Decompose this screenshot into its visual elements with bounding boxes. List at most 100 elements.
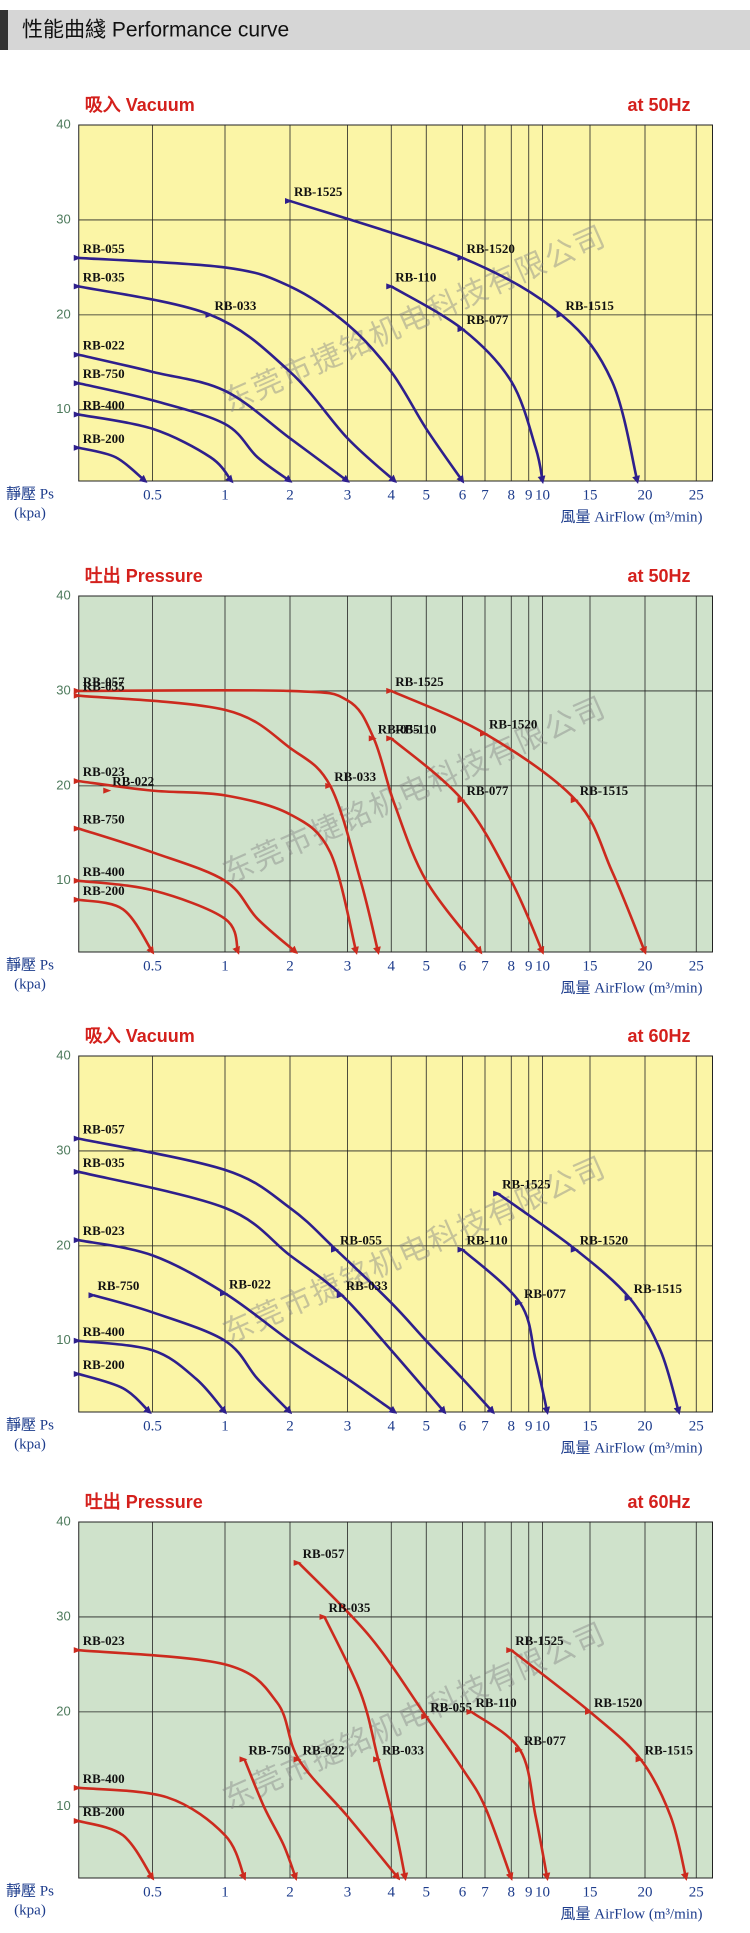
y-axis-unit: (kpa) [14, 1902, 46, 1918]
x-tick-label: 9 [525, 487, 533, 503]
point-label: RB-035 [329, 1600, 371, 1615]
curve [78, 1137, 495, 1415]
point-label: RB-750 [98, 1278, 140, 1293]
curve [470, 1710, 551, 1881]
point-marker [73, 1237, 82, 1244]
point-marker [73, 254, 82, 261]
point-marker [293, 1559, 302, 1566]
chart-frequency: at 50Hz [627, 566, 690, 586]
x-tick-label: 4 [388, 487, 396, 503]
point-label: RB-1525 [294, 184, 343, 199]
curve [78, 779, 359, 955]
point-label: RB-1515 [566, 298, 615, 313]
point-label: RB-1515 [634, 1281, 683, 1296]
point-marker [624, 1295, 633, 1302]
point-label: RB-400 [83, 398, 125, 413]
x-tick-label: 10 [535, 487, 550, 503]
y-axis-label: 靜壓 Ps [6, 1416, 54, 1433]
y-tick-label: 20 [56, 306, 70, 321]
x-tick-label: 1 [221, 487, 229, 503]
point-marker [73, 687, 82, 694]
y-tick-label: 10 [56, 872, 70, 887]
point-label: RB-035 [83, 1155, 125, 1170]
x-tick-label: 8 [508, 1884, 516, 1900]
curve [78, 381, 293, 483]
x-tick-label: 7 [481, 487, 489, 503]
x-tick-label: 4 [388, 958, 396, 974]
x-tick-label: 15 [583, 958, 598, 974]
point-label: RB-077 [524, 1733, 566, 1748]
x-tick-label: 15 [583, 1418, 598, 1434]
point-label: RB-022 [83, 338, 125, 353]
curve [461, 1248, 551, 1415]
point-label: RB-057 [303, 1546, 345, 1561]
y-tick-label: 20 [56, 777, 70, 792]
y-axis-unit: (kpa) [14, 976, 46, 992]
curve [78, 353, 350, 483]
point-marker [373, 1756, 382, 1763]
point-marker [73, 692, 82, 699]
point-label: RB-023 [83, 764, 125, 779]
y-axis-unit: (kpa) [14, 505, 46, 521]
x-tick-label: 1 [221, 1418, 229, 1434]
x-tick-label: 2 [286, 1884, 294, 1900]
point-label: RB-077 [524, 1286, 566, 1301]
point-marker [73, 1371, 82, 1378]
point-marker [386, 283, 395, 290]
point-marker [570, 1246, 579, 1253]
x-tick-label: 3 [344, 487, 352, 503]
y-tick-label: 30 [56, 211, 70, 226]
point-label: RB-055 [430, 1700, 472, 1715]
x-tick-label: 25 [689, 1884, 704, 1900]
x-tick-label: 7 [481, 958, 489, 974]
y-tick-label: 30 [56, 682, 70, 697]
chart-title: 吸入 Vacuum [85, 95, 195, 115]
x-axis-label: 風量 AirFlow (m³/min) [561, 980, 703, 996]
point-label: RB-022 [112, 774, 154, 789]
y-tick-label: 40 [56, 116, 70, 131]
x-tick-label: 7 [481, 1884, 489, 1900]
point-marker [73, 825, 82, 832]
point-label: RB-055 [340, 1233, 382, 1248]
point-label: RB-110 [395, 721, 436, 736]
point-label: RB-200 [83, 1357, 125, 1372]
header-bar [0, 10, 750, 50]
curve [78, 446, 148, 483]
point-marker [73, 1784, 82, 1791]
x-axis-label: 風量 AirFlow (m³/min) [561, 509, 703, 525]
point-label: RB-023 [83, 1223, 125, 1238]
point-label: RB-110 [395, 269, 436, 284]
point-marker [285, 197, 293, 204]
point-marker [457, 1246, 466, 1253]
point-marker [73, 283, 82, 290]
x-axis-label: 風量 AirFlow (m³/min) [561, 1440, 703, 1456]
point-label: RB-035 [83, 679, 125, 694]
x-tick-label: 2 [286, 1418, 294, 1434]
curve [390, 737, 545, 955]
x-tick-label: 4 [388, 1884, 396, 1900]
point-marker [480, 730, 488, 737]
point-label: RB-110 [476, 1695, 517, 1710]
y-tick-label: 40 [56, 1513, 70, 1528]
chart-title: 吐出 Pressure [85, 1491, 203, 1512]
point-marker [73, 778, 82, 785]
point-marker [73, 1135, 82, 1142]
curve [78, 1786, 247, 1881]
point-marker [556, 311, 565, 318]
point-marker [457, 254, 466, 261]
point-label: RB-035 [83, 269, 125, 284]
x-tick-label: 5 [423, 1418, 431, 1434]
x-tick-label: 20 [638, 1884, 653, 1900]
point-marker [635, 1756, 644, 1763]
point-label: RB-750 [83, 366, 125, 381]
curve [78, 413, 234, 484]
y-tick-label: 40 [56, 1047, 70, 1062]
x-tick-label: 20 [638, 958, 653, 974]
point-marker [515, 1299, 523, 1306]
curve [297, 1561, 514, 1881]
x-tick-label: 9 [525, 1884, 533, 1900]
point-label: RB-055 [378, 721, 420, 736]
